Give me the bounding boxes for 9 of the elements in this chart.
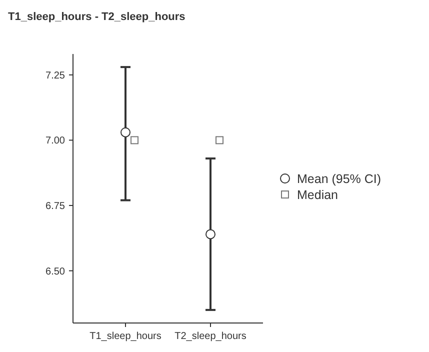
y-tick-label: 6.50 [46, 266, 66, 278]
x-tick-label: T2_sleep_hours [174, 331, 246, 342]
legend-label: Median [297, 188, 338, 202]
y-tick-label: 6.75 [46, 200, 66, 212]
legend-label: Mean (95% CI) [297, 172, 382, 186]
y-tick-label: 7.00 [46, 136, 66, 147]
chart-title: T1_sleep_hours - T2_sleep_hours [8, 11, 186, 23]
y-tick-label: 7.25 [46, 70, 66, 82]
x-tick-label: T1_sleep_hours [90, 331, 162, 342]
